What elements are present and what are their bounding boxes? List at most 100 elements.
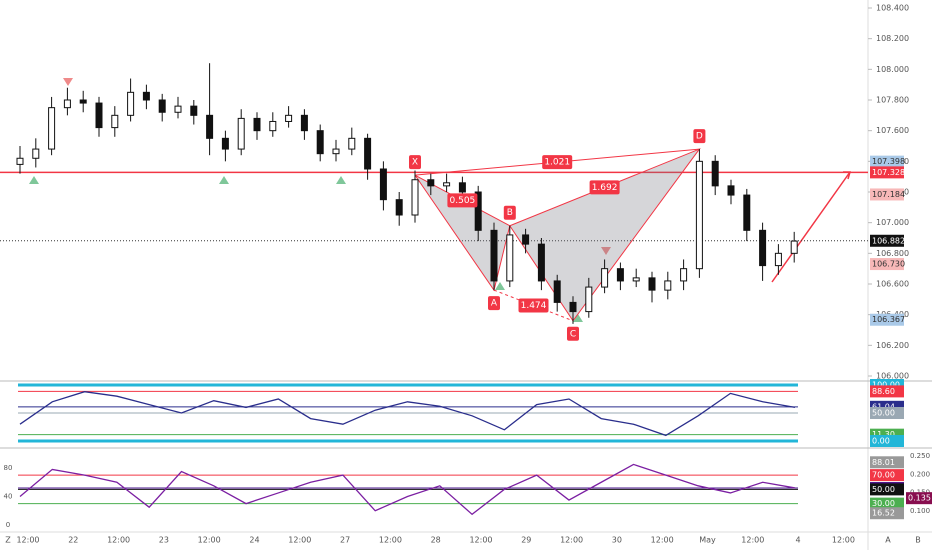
pattern-point-label: A (491, 299, 498, 309)
price-tag-label: 106.730 (872, 260, 905, 269)
candle-body (695, 160, 703, 270)
candle-body (221, 137, 229, 150)
y-tick-label: 107.800 (876, 96, 909, 105)
price-tag-label: 107.184 (872, 190, 905, 199)
y-tick-label: 108.200 (876, 34, 909, 43)
price-tag (870, 497, 904, 510)
price-tag-label: 100.00 (872, 381, 900, 390)
price-tag (870, 483, 904, 496)
price-tag (870, 385, 904, 398)
pattern-point (567, 326, 579, 341)
signal-triangle (29, 176, 39, 184)
candle-body (158, 99, 166, 113)
candle-body (632, 277, 640, 282)
candle-body (411, 179, 419, 216)
price-tag-label: 70.00 (872, 471, 895, 480)
y-tick-label: 106.600 (876, 280, 909, 289)
osc-tick-label: 80 (4, 464, 13, 472)
y-tick-label: 107.000 (876, 218, 909, 227)
candle-body (427, 179, 435, 187)
x-tick-label: 12:00 (469, 536, 492, 545)
price-tag (870, 258, 904, 271)
price-tag-label: 50.00 (872, 409, 895, 418)
price-tag-label: 88.60 (872, 387, 895, 396)
candle-body (206, 114, 214, 139)
x-tick-label: 12:00 (379, 536, 402, 545)
corner-label: A (885, 536, 891, 545)
signal-triangle (601, 247, 611, 255)
price-tag-label: 50.00 (872, 485, 895, 494)
x-tick-label: 12:00 (741, 536, 764, 545)
candle-body (174, 105, 182, 113)
pattern-point (488, 296, 500, 311)
candle-body (190, 105, 198, 116)
oscillator-line (19, 463, 796, 516)
price-tag (870, 188, 904, 201)
price-tag (870, 166, 904, 179)
price-tag-label: 107.328 (872, 168, 905, 177)
candle-body (743, 194, 751, 231)
ratio-label: 1.692 (592, 183, 618, 193)
pattern-point-label: C (570, 329, 576, 339)
candle-body (664, 280, 672, 291)
y-tick-label: 106.800 (876, 249, 909, 258)
price-tag (870, 456, 904, 469)
price-tag (870, 469, 904, 482)
candle-body (332, 148, 340, 155)
y-tick-label: 106.000 (876, 372, 909, 381)
candle-body (553, 280, 561, 303)
candle-body (48, 107, 56, 150)
candle-body (16, 157, 24, 165)
ratio-label: 1.474 (521, 301, 547, 311)
y2-tag (906, 492, 932, 505)
candle-body (95, 102, 103, 129)
candle-body (711, 160, 719, 187)
x-tick-label: May (699, 536, 716, 545)
x-tick-label: 23 (159, 536, 169, 545)
x-tick-label: 30 (612, 536, 622, 545)
x-tick-label: 12:00 (288, 536, 311, 545)
price-tag (870, 507, 904, 520)
signal-triangle (336, 176, 346, 184)
pattern-point (693, 129, 706, 144)
candle-body (348, 137, 356, 150)
candle-body (585, 286, 593, 313)
price-tag (870, 407, 904, 419)
ratio-box (518, 298, 549, 313)
x-tick-label: 12:00 (16, 536, 39, 545)
price-tag-label: 88.01 (872, 458, 895, 467)
candle-body (63, 99, 71, 109)
candle-body (395, 199, 403, 216)
candle-body (648, 277, 656, 291)
candle-body (601, 268, 609, 288)
candle-body (506, 234, 514, 282)
projection-arrow (771, 171, 851, 283)
candle-body (443, 182, 451, 187)
corner-label: B (915, 536, 921, 545)
candle-body (32, 148, 40, 159)
price-tag-label: 16.52 (872, 509, 895, 518)
x-tick-label: 27 (340, 536, 350, 545)
candle-body (522, 234, 530, 245)
x-tick-label: 22 (68, 536, 78, 545)
x-tick-label: 29 (521, 536, 531, 545)
signal-triangle (219, 176, 229, 184)
candle-body (79, 99, 87, 104)
signal-triangle (63, 78, 73, 86)
price-tag-label: 107.398 (872, 157, 905, 166)
candle-body (616, 268, 624, 282)
y-tick-label: 108.400 (876, 4, 909, 13)
candle-body (316, 130, 324, 155)
candle-body (680, 268, 688, 282)
y2-tick-label: 0.100 (910, 507, 930, 515)
price-tag-label: 11.30 (872, 430, 895, 439)
y2-tick-label: 0.250 (910, 452, 930, 460)
ratio-box (447, 193, 478, 208)
candle-body (537, 243, 545, 282)
candle-body (727, 185, 735, 196)
y-tick-label: 106.200 (876, 341, 909, 350)
ratio-label: 1.021 (544, 158, 570, 168)
candle-body (458, 182, 466, 193)
